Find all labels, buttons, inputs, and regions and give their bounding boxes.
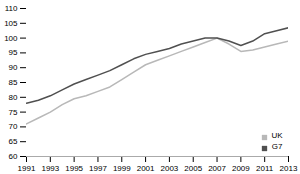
svg-text:1997: 1997 — [89, 164, 107, 173]
svg-text:2013: 2013 — [280, 164, 298, 173]
svg-text:60: 60 — [9, 152, 18, 161]
svg-text:90: 90 — [9, 63, 18, 72]
svg-text:85: 85 — [9, 78, 18, 87]
svg-text:65: 65 — [9, 137, 18, 146]
svg-text:75: 75 — [9, 108, 18, 117]
svg-text:G7: G7 — [272, 142, 283, 151]
svg-text:1991: 1991 — [18, 164, 36, 173]
svg-text:2009: 2009 — [232, 164, 250, 173]
svg-text:1995: 1995 — [65, 164, 83, 173]
svg-text:95: 95 — [9, 48, 18, 57]
svg-text:80: 80 — [9, 93, 18, 102]
svg-text:2005: 2005 — [184, 164, 202, 173]
svg-text:105: 105 — [4, 19, 18, 28]
svg-text:1993: 1993 — [41, 164, 59, 173]
svg-text:110: 110 — [5, 4, 18, 13]
svg-text:2003: 2003 — [161, 164, 179, 173]
svg-text:100: 100 — [4, 34, 18, 43]
svg-text:2011: 2011 — [256, 164, 274, 173]
svg-text:1999: 1999 — [113, 164, 131, 173]
svg-text:2007: 2007 — [208, 164, 226, 173]
svg-text:70: 70 — [9, 122, 18, 131]
svg-text:2001: 2001 — [137, 164, 155, 173]
svg-text:UK: UK — [271, 131, 283, 140]
